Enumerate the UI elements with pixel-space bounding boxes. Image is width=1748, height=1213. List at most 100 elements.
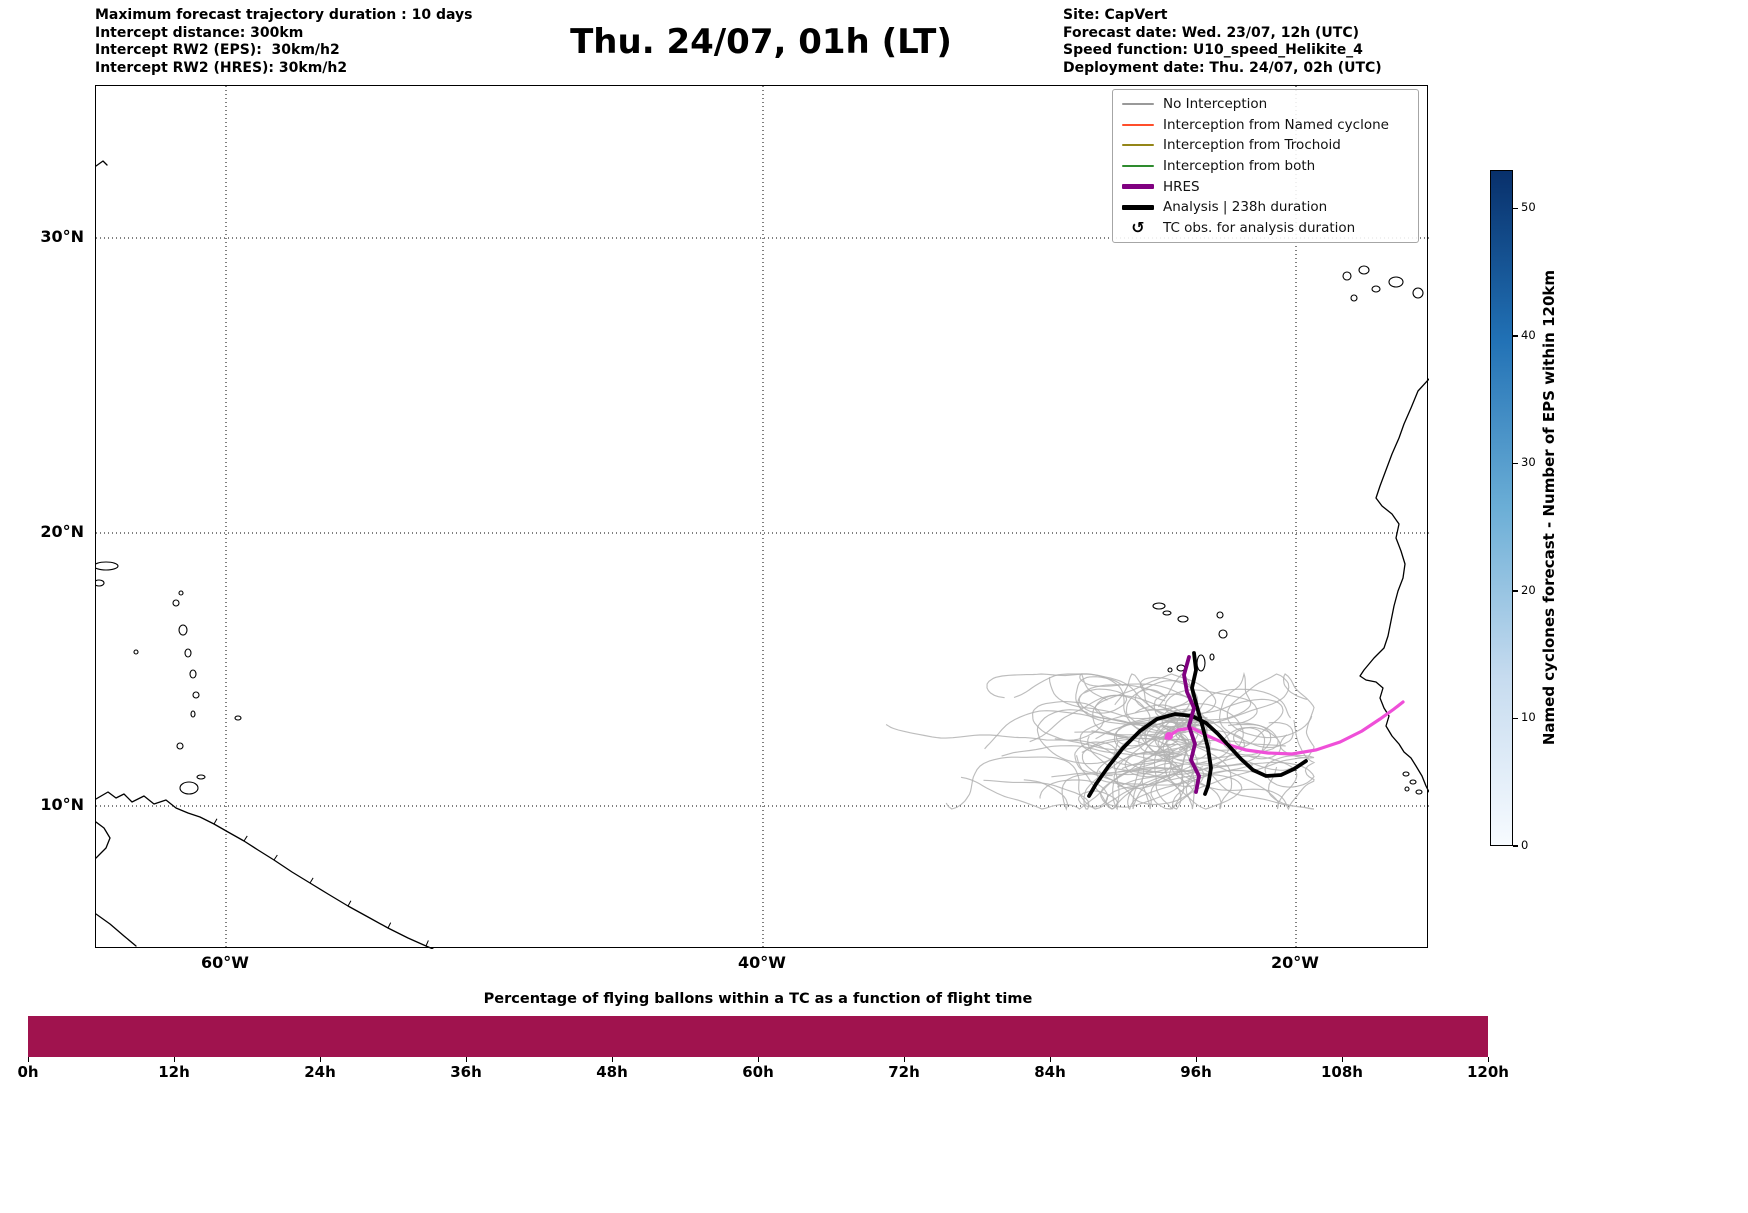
legend-line-sample — [1122, 184, 1154, 190]
ensemble-trajectory — [1153, 725, 1307, 810]
island — [1216, 611, 1224, 619]
legend-line-color — [1122, 144, 1154, 147]
colorbar-tick — [1513, 717, 1518, 720]
trajectory-settings-block: Maximum forecast trajectory duration : 1… — [95, 7, 472, 77]
island — [176, 742, 184, 750]
ensemble-trajectory — [1074, 719, 1181, 757]
analysis-track — [1190, 651, 1213, 796]
flight-axis-tick — [320, 1057, 322, 1062]
island — [1371, 285, 1381, 293]
island — [234, 715, 242, 721]
legend-item-label: Analysis | 238h duration — [1163, 199, 1328, 216]
coast-hatch — [243, 835, 248, 842]
ensemble-trajectory — [1001, 745, 1185, 765]
ytick-20n: 20°N — [40, 522, 84, 541]
xtick-60w: 60°W — [201, 953, 249, 972]
island — [96, 561, 119, 571]
legend-line-color — [1122, 184, 1154, 190]
named-cyclone-track — [1164, 700, 1405, 756]
flight-axis-tick-label: 48h — [596, 1063, 628, 1081]
ensemble-trajectory — [984, 710, 1196, 750]
colorbar — [1490, 170, 1513, 846]
flight-axis-tick-label: 60h — [742, 1063, 774, 1081]
flight-axis-tick — [904, 1057, 906, 1062]
flight-axis-tick-label: 0h — [17, 1063, 39, 1081]
island — [192, 691, 200, 699]
coastline — [96, 791, 434, 949]
legend-line-sample — [1122, 144, 1154, 147]
coast-hatch — [213, 818, 218, 825]
island — [1177, 615, 1189, 623]
hres-track — [1182, 655, 1201, 794]
ensemble-trajectory — [1039, 767, 1209, 811]
flight-axis-tick-label: 120h — [1467, 1063, 1509, 1081]
island — [172, 599, 180, 607]
flight-axis-tick-label: 96h — [1180, 1063, 1212, 1081]
flight-axis-tick — [174, 1057, 176, 1062]
island — [178, 624, 188, 636]
colorbar-tick — [1513, 462, 1518, 465]
ensemble-trajectory — [1161, 673, 1313, 739]
legend-item: Interception from Trochoid — [1122, 135, 1410, 156]
ensemble-trajectory — [1179, 688, 1292, 751]
island — [1412, 287, 1424, 299]
island — [1196, 654, 1206, 672]
intercept-rw2-hres-line: Intercept RW2 (HRES): 30km/h2 — [95, 59, 348, 76]
island — [1404, 786, 1410, 792]
legend-item-label: Interception from both — [1163, 158, 1316, 175]
coast-hatch — [425, 940, 429, 947]
legend-item-label: Interception from Trochoid — [1163, 137, 1341, 154]
legend-item: Interception from Named cyclone — [1122, 115, 1410, 136]
colorbar-tick-label: 30 — [1521, 455, 1536, 470]
coastline — [96, 160, 108, 167]
legend-line-color — [1122, 204, 1154, 210]
colorbar-tick — [1513, 845, 1518, 847]
intercept-distance-line: Intercept distance: 300km — [95, 24, 304, 41]
flight-axis-tick-label: 84h — [1034, 1063, 1066, 1081]
flight-axis-tick — [612, 1057, 614, 1062]
legend-line-sample — [1122, 123, 1154, 126]
flight-axis-tick — [1488, 1057, 1490, 1062]
colorbar-tick-label: 40 — [1521, 327, 1536, 342]
figure-title: Thu. 24/07, 01h (LT) — [570, 22, 952, 62]
coastline — [96, 913, 137, 947]
ensemble-trajectory — [1162, 719, 1316, 811]
legend-item-label: HRES — [1163, 178, 1200, 195]
legend-line-sample — [1122, 165, 1154, 168]
ensemble-trajectory — [1077, 684, 1184, 727]
island — [1162, 610, 1172, 616]
xtick-40w: 40°W — [738, 953, 786, 972]
coast-hatch — [309, 877, 314, 884]
island — [1350, 294, 1358, 302]
legend-line-color — [1122, 123, 1154, 126]
ensemble-trajectory — [1105, 741, 1209, 810]
legend-item: Analysis | 238h duration — [1122, 197, 1410, 218]
forecast-date-line: Forecast date: Wed. 23/07, 12h (UTC) — [1063, 24, 1360, 41]
named-cyclone-marker — [1165, 732, 1173, 740]
coast-hatch — [273, 854, 278, 861]
ytick-30n: 30°N — [40, 227, 84, 246]
xtick-20w: 20°W — [1271, 953, 1319, 972]
flight-chart-title: Percentage of flying ballons within a TC… — [483, 991, 1033, 1007]
legend-item: Interception from both — [1122, 156, 1410, 177]
island — [184, 648, 192, 658]
map-panel: No Interception Interception from Named c… — [95, 85, 1429, 949]
flight-axis-tick — [1196, 1057, 1198, 1062]
island — [1167, 667, 1173, 673]
ensemble-trajectory — [960, 744, 1177, 810]
flight-axis-tick-label: 108h — [1321, 1063, 1363, 1081]
ensemble-trajectory — [1169, 671, 1294, 749]
map-legend: No Interception Interception from Named c… — [1112, 89, 1419, 244]
intercept-rw2-eps-line: Intercept RW2 (EPS): 30km/h2 — [95, 42, 340, 58]
flight-axis-tick — [28, 1057, 30, 1062]
legend-item-label: No Interception — [1163, 96, 1268, 113]
legend-line-color — [1122, 103, 1154, 106]
island — [196, 774, 206, 780]
island — [133, 649, 139, 655]
colorbar-tick — [1513, 335, 1518, 337]
coastline — [96, 821, 111, 859]
colorbar-tick-label: 10 — [1521, 710, 1536, 725]
site-info-block: Site: CapVert Forecast date: Wed. 23/07,… — [1063, 7, 1382, 77]
island — [96, 579, 105, 587]
legend-item: No Interception — [1122, 94, 1410, 115]
